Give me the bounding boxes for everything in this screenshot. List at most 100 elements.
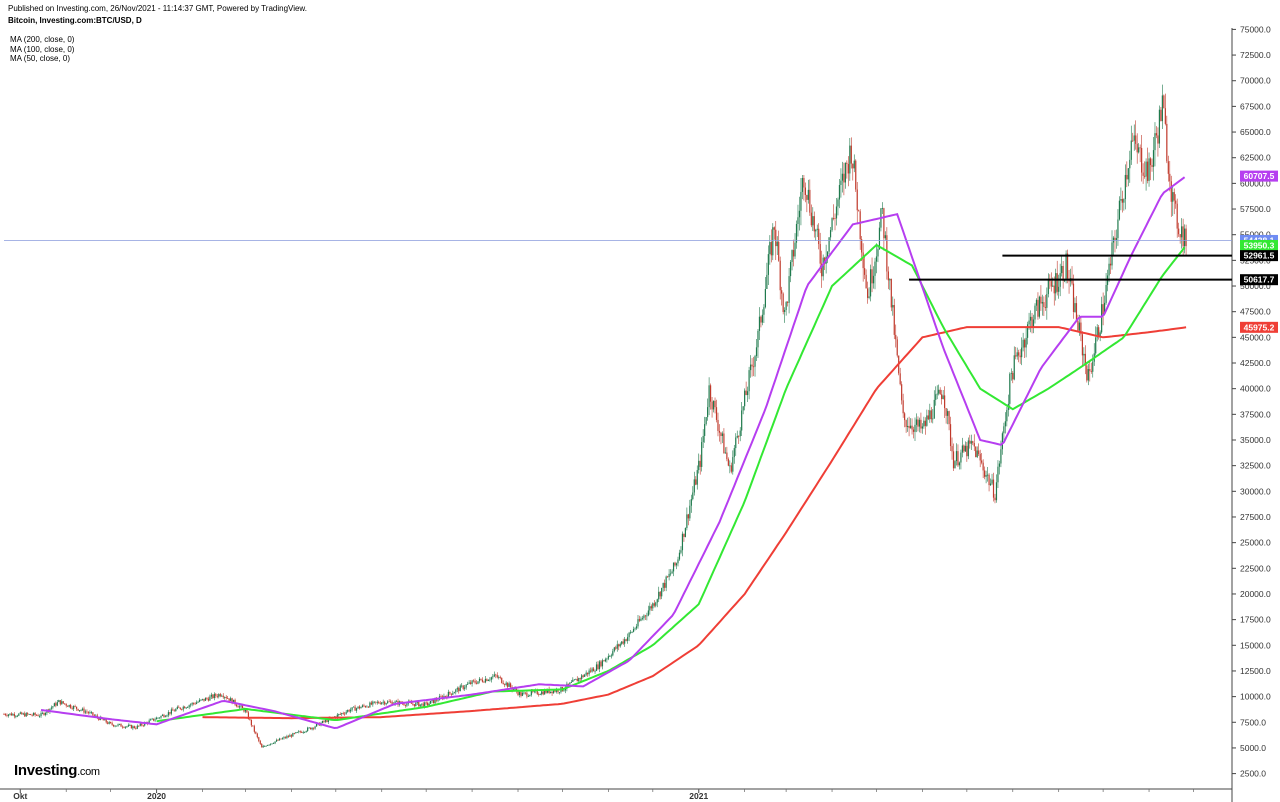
candle-body [113, 724, 115, 727]
candle-body [193, 702, 195, 704]
candle-body [850, 145, 852, 164]
candle-body [609, 656, 611, 657]
candle-body [982, 462, 984, 471]
legend-ma100[interactable]: MA (100, close, 0) [10, 44, 75, 54]
candle-body [1176, 203, 1178, 229]
candle-body [784, 310, 786, 312]
candle-body [822, 257, 824, 277]
candle-body [738, 435, 740, 437]
candle-body [1136, 143, 1138, 153]
candle-body [495, 674, 497, 676]
candle-body [1074, 303, 1076, 312]
candle-body [44, 713, 47, 715]
candle-body [517, 691, 519, 695]
candle-body [410, 702, 412, 704]
y-tick-label: 40000.0 [1240, 384, 1271, 394]
candle-body [976, 450, 978, 458]
candle-body [955, 451, 958, 462]
candle-body [195, 702, 198, 704]
candle-body [1158, 109, 1161, 144]
candle-body [597, 664, 599, 670]
candle-body [1154, 133, 1156, 151]
candle-body [717, 419, 719, 431]
candle-body [1032, 319, 1035, 328]
candle-body [1026, 324, 1029, 338]
candle-body [893, 305, 895, 335]
candle-body [1102, 304, 1104, 315]
candle-body [25, 713, 27, 717]
candle-body [355, 708, 358, 711]
candle-body [198, 699, 201, 702]
candle-body [827, 251, 829, 257]
candle-body [689, 505, 691, 519]
candle-body [764, 288, 766, 308]
legend-ma50[interactable]: MA (50, close, 0) [10, 54, 71, 63]
y-tick-label: 10000.0 [1240, 692, 1271, 702]
candle-body [615, 647, 617, 649]
candle-body [465, 684, 467, 688]
candle-body [1109, 263, 1112, 266]
candle-body [1099, 332, 1101, 337]
candle-body [869, 269, 872, 297]
candle-body [769, 242, 771, 255]
candle-body [698, 460, 700, 471]
candle-body [520, 691, 522, 696]
candle-body [58, 700, 60, 703]
candle-body [354, 706, 356, 711]
y-tick-label: 50000.0 [1240, 281, 1271, 291]
candle-body [656, 599, 658, 603]
candle-body [975, 446, 977, 458]
candle-body [472, 680, 475, 682]
candle-body [1133, 135, 1135, 141]
candle-body [909, 425, 912, 429]
candle-body [1025, 337, 1027, 348]
candle-body [150, 719, 152, 721]
candle-body [68, 704, 70, 707]
candle-body [71, 707, 73, 709]
candle-body [203, 698, 205, 701]
candle-body [77, 708, 79, 711]
candle-body [720, 432, 722, 436]
candle-body [435, 699, 438, 701]
candle-body [629, 631, 632, 633]
candle-body [514, 688, 516, 690]
candle-body [536, 690, 538, 695]
candle-body [1075, 303, 1078, 321]
candle-body [216, 696, 218, 697]
candle-body [167, 712, 170, 716]
candle-body [581, 675, 583, 680]
candle-body [655, 602, 657, 606]
candle-body [1018, 352, 1020, 356]
candle-body [667, 576, 669, 578]
candle-body [347, 710, 349, 712]
candle-body [361, 705, 364, 708]
candle-body [787, 302, 789, 303]
candle-body [970, 441, 972, 444]
candle-body [758, 316, 761, 331]
candle-body [1183, 228, 1186, 247]
candle-body [272, 743, 275, 745]
candle-body [526, 692, 528, 697]
candle-body [185, 707, 187, 709]
candle-body [821, 263, 823, 277]
candle-body [249, 719, 251, 720]
candle-body [972, 441, 974, 444]
candle-body [899, 373, 901, 385]
candle-body [1084, 353, 1086, 366]
candle-body [372, 701, 374, 705]
candle-body [246, 709, 248, 713]
legend-ma200[interactable]: MA (200, close, 0) [10, 35, 75, 44]
candle-body [948, 411, 950, 425]
candle-body [219, 694, 221, 697]
candle-body [311, 727, 313, 730]
candle-body [434, 699, 436, 704]
candle-body [170, 709, 172, 714]
candle-body [126, 726, 128, 728]
candle-body [484, 678, 487, 683]
candle-body [210, 694, 212, 697]
candle-body [213, 694, 215, 699]
y-tick-label: 75000.0 [1240, 24, 1271, 34]
candle-body [855, 160, 857, 190]
candle-body [606, 658, 608, 660]
